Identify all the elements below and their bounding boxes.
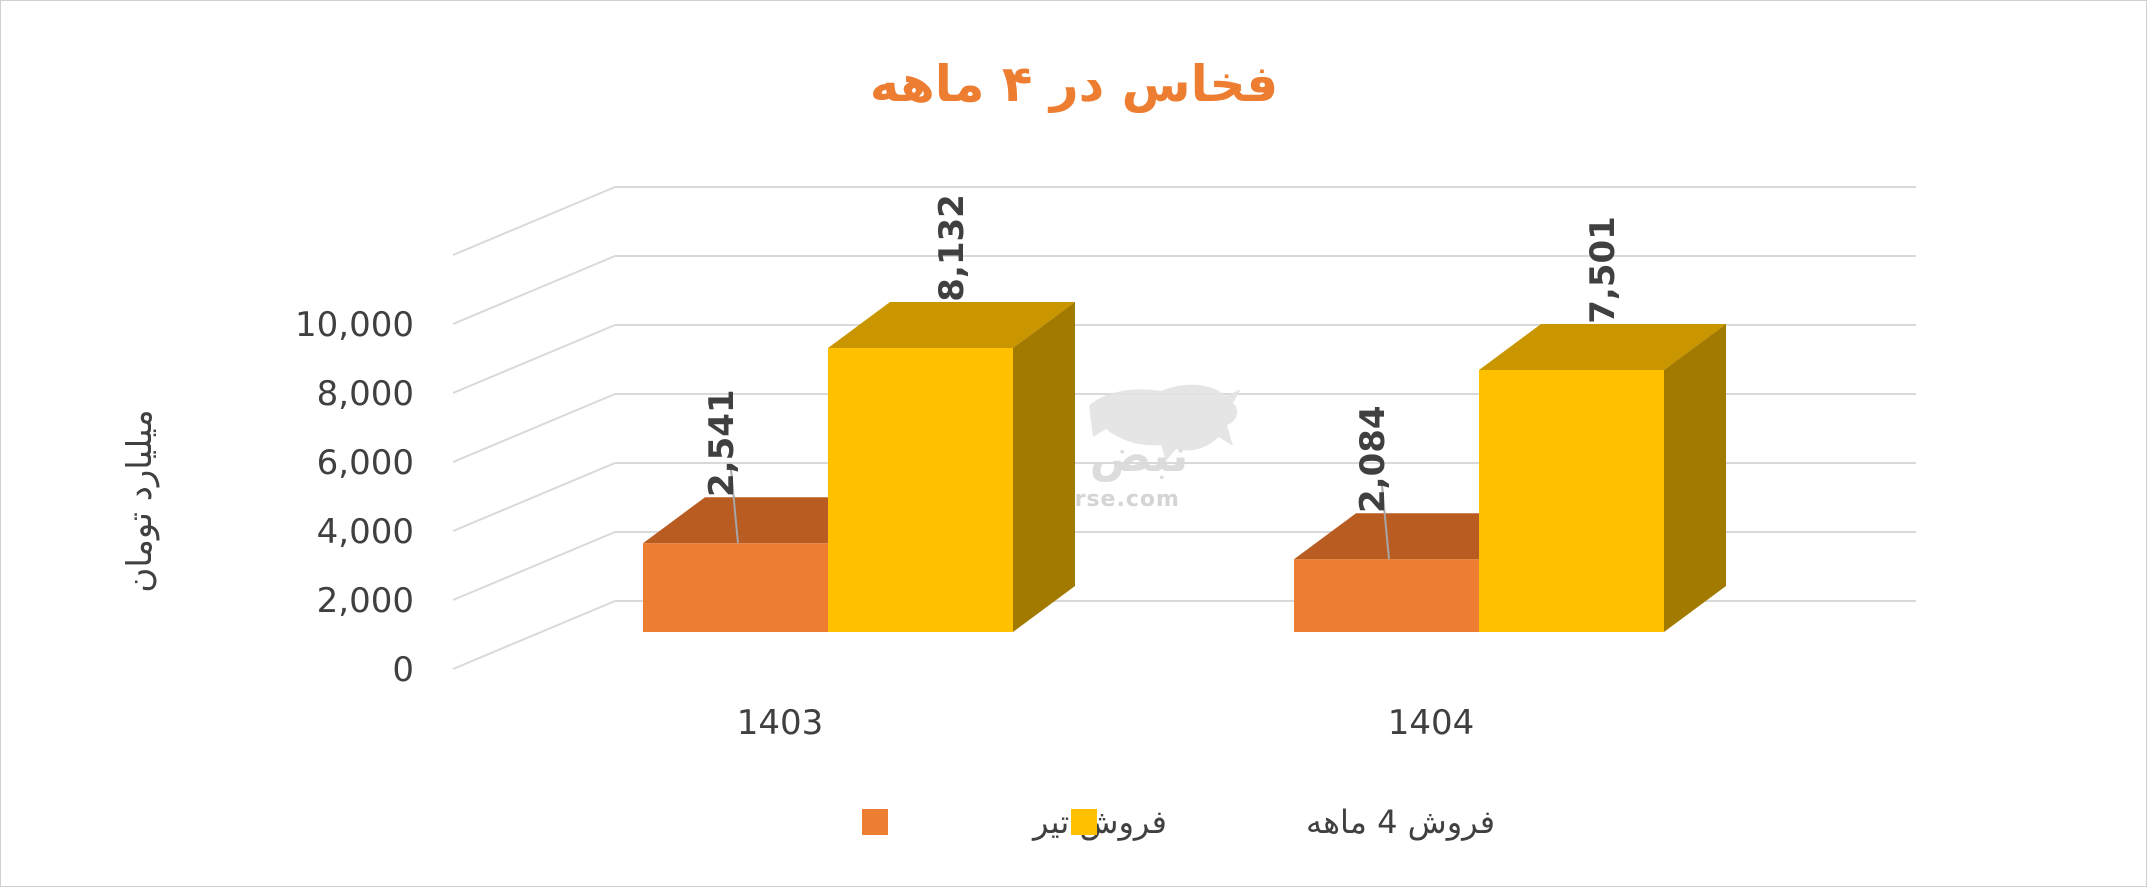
y-tick-label: 10,000 — [295, 305, 414, 345]
grid-line-side — [452, 393, 616, 463]
grid-line-side — [452, 531, 616, 601]
legend-swatch-foroosh-4-mahe — [1071, 809, 1097, 835]
bar-top — [1479, 323, 1726, 370]
y-tick-label: 2,000 — [317, 581, 414, 621]
y-tick-label: 6,000 — [317, 443, 414, 483]
legend-label-foroosh-tir: فروش تیر — [1031, 803, 1167, 841]
data-label: 7,501 — [1583, 216, 1623, 324]
data-label: 2,541 — [702, 389, 742, 497]
grid-line-side — [452, 186, 616, 256]
category-label: 1403 — [737, 703, 824, 743]
bar-side — [1013, 301, 1075, 632]
y-tick-label: 0 — [392, 650, 414, 690]
bar — [1479, 369, 1664, 632]
bar — [1294, 559, 1479, 632]
bar — [828, 347, 1013, 632]
y-tick-label: 4,000 — [317, 512, 414, 552]
legend-label-foroosh-4-mahe: فروش 4 ماهه — [1306, 803, 1495, 841]
data-labels: 2,541 8,132 2,084 7,501 — [702, 194, 1623, 513]
legend-swatch-foroosh-tir — [862, 809, 888, 835]
bar — [643, 543, 828, 632]
grid-line-side — [452, 324, 616, 394]
bars-layer — [643, 301, 1726, 632]
y-axis-ticks: 0 2,000 4,000 6,000 8,000 10,000 — [295, 305, 414, 690]
grid-line-side — [452, 600, 616, 670]
y-axis-label: میلیارد تومان — [120, 409, 160, 592]
category-label: 1404 — [1388, 703, 1475, 743]
grid-line-side — [452, 255, 616, 325]
bar-top — [828, 301, 1075, 348]
bar-side — [1664, 323, 1726, 632]
leader-line — [1381, 485, 1390, 560]
chart-title: فخاس در ۴ ماهه — [870, 55, 1278, 113]
data-label: 8,132 — [932, 194, 972, 302]
leader-lines — [730, 469, 1390, 560]
legend: فروش تیر فروش 4 ماهه — [862, 803, 1495, 841]
grid-line-side — [452, 462, 616, 532]
data-label: 2,084 — [1353, 405, 1393, 513]
y-tick-label: 8,000 — [317, 374, 414, 414]
category-labels: 1403 1404 — [737, 703, 1475, 743]
bull-icon — [1089, 384, 1241, 461]
leader-line — [730, 469, 739, 544]
